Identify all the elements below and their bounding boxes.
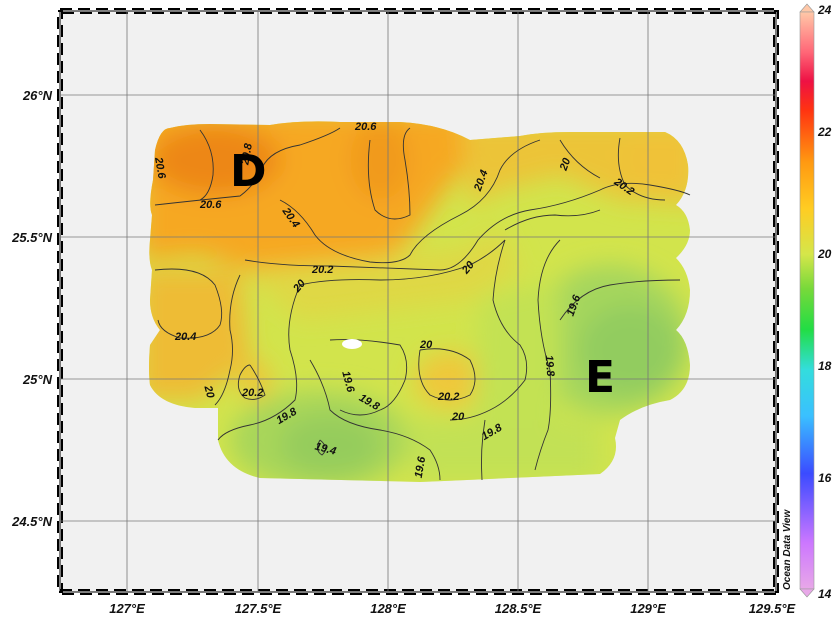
colorbar-tick-label: 16 xyxy=(818,471,832,485)
temperature-field xyxy=(149,121,690,482)
colorbar-tick-label: 22 xyxy=(817,125,832,139)
contour-label: 19.8 xyxy=(542,355,556,378)
contour-label: 20 xyxy=(201,383,216,400)
latitude-axis: 26°N 25.5°N 25°N 24.5°N xyxy=(11,88,53,529)
map-frame xyxy=(57,8,779,595)
lon-tick-label: 128.5°E xyxy=(495,601,542,616)
lon-tick-label: 128°E xyxy=(370,601,406,616)
contour-label: 19.4 xyxy=(314,441,338,458)
contour-label: 19.6 xyxy=(413,455,429,479)
region-label-d: D xyxy=(230,146,267,197)
colorbar-min-arrow xyxy=(799,588,815,598)
colorbar-tick-label: 18 xyxy=(818,359,832,373)
colorbar-tick-label: 24 xyxy=(817,3,832,17)
contour-label: 19.6 xyxy=(339,370,356,395)
colorbar-tick-label: 14 xyxy=(818,587,832,601)
contour-label: 20.6 xyxy=(354,121,377,133)
lon-tick-label: 127.5°E xyxy=(235,601,282,616)
lat-tick-label: 24.5°N xyxy=(11,514,53,529)
contour-label: 20.2 xyxy=(241,387,263,399)
lat-tick-label: 25.5°N xyxy=(11,230,53,245)
colorbar-tick-label: 20 xyxy=(817,247,832,261)
contour-label: 20 xyxy=(419,339,433,351)
region-label-e: E xyxy=(585,352,615,403)
colorbar: 24 22 20 18 16 14 Ocean Data View xyxy=(782,3,832,601)
lon-tick-label: 127°E xyxy=(109,601,145,616)
contour-label: 20.2 xyxy=(311,264,333,276)
lon-tick-label: 129.5°E xyxy=(749,601,796,616)
longitude-axis: 127°E 127.5°E 128°E 128.5°E 129°E 129.5°… xyxy=(109,601,795,616)
contour-labels: 20.6 20.8 20.6 20.4 20 20.2 20.6 20.4 20… xyxy=(152,121,636,479)
contour-label: 20 xyxy=(557,156,573,173)
colorbar-max-arrow xyxy=(799,3,815,13)
contour-label: 20.6 xyxy=(152,155,168,180)
colorbar-gradient xyxy=(799,11,815,590)
lat-tick-label: 26°N xyxy=(22,88,53,103)
gridlines xyxy=(60,11,776,592)
contour-label: 20.6 xyxy=(199,199,222,211)
lon-tick-label: 129°E xyxy=(630,601,666,616)
lat-tick-label: 25°N xyxy=(22,372,53,387)
contour-label: 20.4 xyxy=(174,331,196,343)
contour-label: 20 xyxy=(451,411,465,423)
contour-label: 20.2 xyxy=(437,391,459,403)
ocean-data-view-brand: Ocean Data View xyxy=(782,509,793,590)
missing-data-patch xyxy=(342,339,362,349)
contour-lines xyxy=(154,127,691,481)
contour-label: 20.8 xyxy=(239,142,255,167)
